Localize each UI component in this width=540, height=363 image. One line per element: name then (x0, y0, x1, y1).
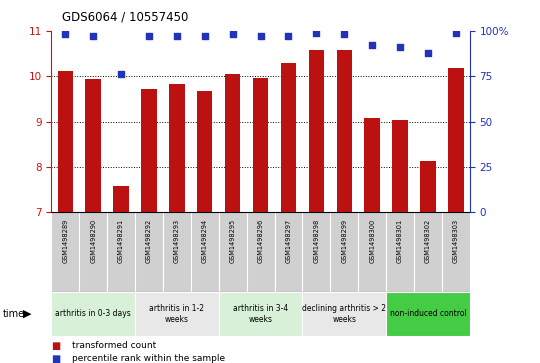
Text: arthritis in 0-3 days: arthritis in 0-3 days (55, 310, 131, 318)
Bar (113, 186, 129, 212)
Bar (191, 212, 219, 292)
Text: GSM1498292: GSM1498292 (146, 219, 152, 263)
Bar (448, 68, 463, 212)
Point (173, 33, 181, 39)
Bar (225, 74, 240, 212)
Point (145, 33, 153, 39)
Point (256, 33, 265, 39)
Bar (302, 292, 386, 336)
Bar (85, 79, 101, 212)
Bar (58, 71, 73, 212)
Text: GSM1498299: GSM1498299 (341, 219, 347, 263)
Bar (135, 292, 219, 336)
Text: time: time (3, 309, 25, 319)
Text: ■: ■ (51, 354, 60, 363)
Bar (169, 84, 185, 212)
Bar (197, 91, 212, 212)
Bar (253, 78, 268, 212)
Text: non-induced control: non-induced control (389, 310, 467, 318)
Text: GDS6064 / 10557450: GDS6064 / 10557450 (62, 11, 188, 24)
Text: transformed count: transformed count (72, 341, 156, 350)
Point (61, 32, 70, 37)
Bar (141, 89, 157, 212)
Text: GSM1498298: GSM1498298 (313, 219, 319, 263)
Bar (386, 292, 470, 336)
Text: GSM1498301: GSM1498301 (397, 219, 403, 263)
Point (451, 30, 460, 36)
Text: declining arthritis > 2
weeks: declining arthritis > 2 weeks (302, 304, 386, 324)
Point (89, 33, 98, 39)
Point (396, 44, 404, 50)
Bar (51, 292, 135, 336)
Point (340, 32, 349, 37)
Bar (219, 212, 247, 292)
Point (228, 32, 237, 37)
Bar (393, 120, 408, 212)
Text: GSM1498291: GSM1498291 (118, 219, 124, 263)
Point (423, 50, 432, 56)
Text: percentile rank within the sample: percentile rank within the sample (72, 354, 225, 363)
Point (368, 42, 376, 48)
Text: GSM1498295: GSM1498295 (230, 219, 235, 263)
Text: GSM1498296: GSM1498296 (258, 219, 264, 263)
Text: GSM1498300: GSM1498300 (369, 219, 375, 263)
Bar (420, 161, 436, 212)
Text: arthritis in 3-4
weeks: arthritis in 3-4 weeks (233, 304, 288, 324)
Text: GSM1498302: GSM1498302 (425, 219, 431, 263)
Bar (247, 212, 274, 292)
Point (117, 72, 125, 77)
Text: GSM1498290: GSM1498290 (90, 219, 96, 263)
Point (312, 30, 321, 36)
Text: GSM1498297: GSM1498297 (286, 219, 292, 263)
Bar (358, 212, 386, 292)
Text: GSM1498294: GSM1498294 (202, 219, 208, 263)
Text: ■: ■ (51, 340, 60, 351)
Bar (107, 212, 135, 292)
Bar (336, 50, 352, 212)
Text: GSM1498289: GSM1498289 (62, 219, 68, 263)
Bar (302, 212, 330, 292)
Bar (281, 62, 296, 212)
Text: arthritis in 1-2
weeks: arthritis in 1-2 weeks (150, 304, 204, 324)
Point (200, 33, 209, 39)
Bar (274, 212, 302, 292)
Bar (163, 212, 191, 292)
Point (284, 33, 293, 39)
Text: GSM1498293: GSM1498293 (174, 219, 180, 263)
Bar (135, 212, 163, 292)
Bar (309, 50, 324, 212)
Bar (51, 212, 79, 292)
Bar (79, 212, 107, 292)
Text: ▶: ▶ (23, 309, 31, 319)
Bar (414, 212, 442, 292)
Bar (386, 212, 414, 292)
Bar (442, 212, 470, 292)
Bar (364, 118, 380, 212)
Text: GSM1498303: GSM1498303 (453, 219, 459, 263)
Bar (219, 292, 302, 336)
Bar (330, 212, 358, 292)
